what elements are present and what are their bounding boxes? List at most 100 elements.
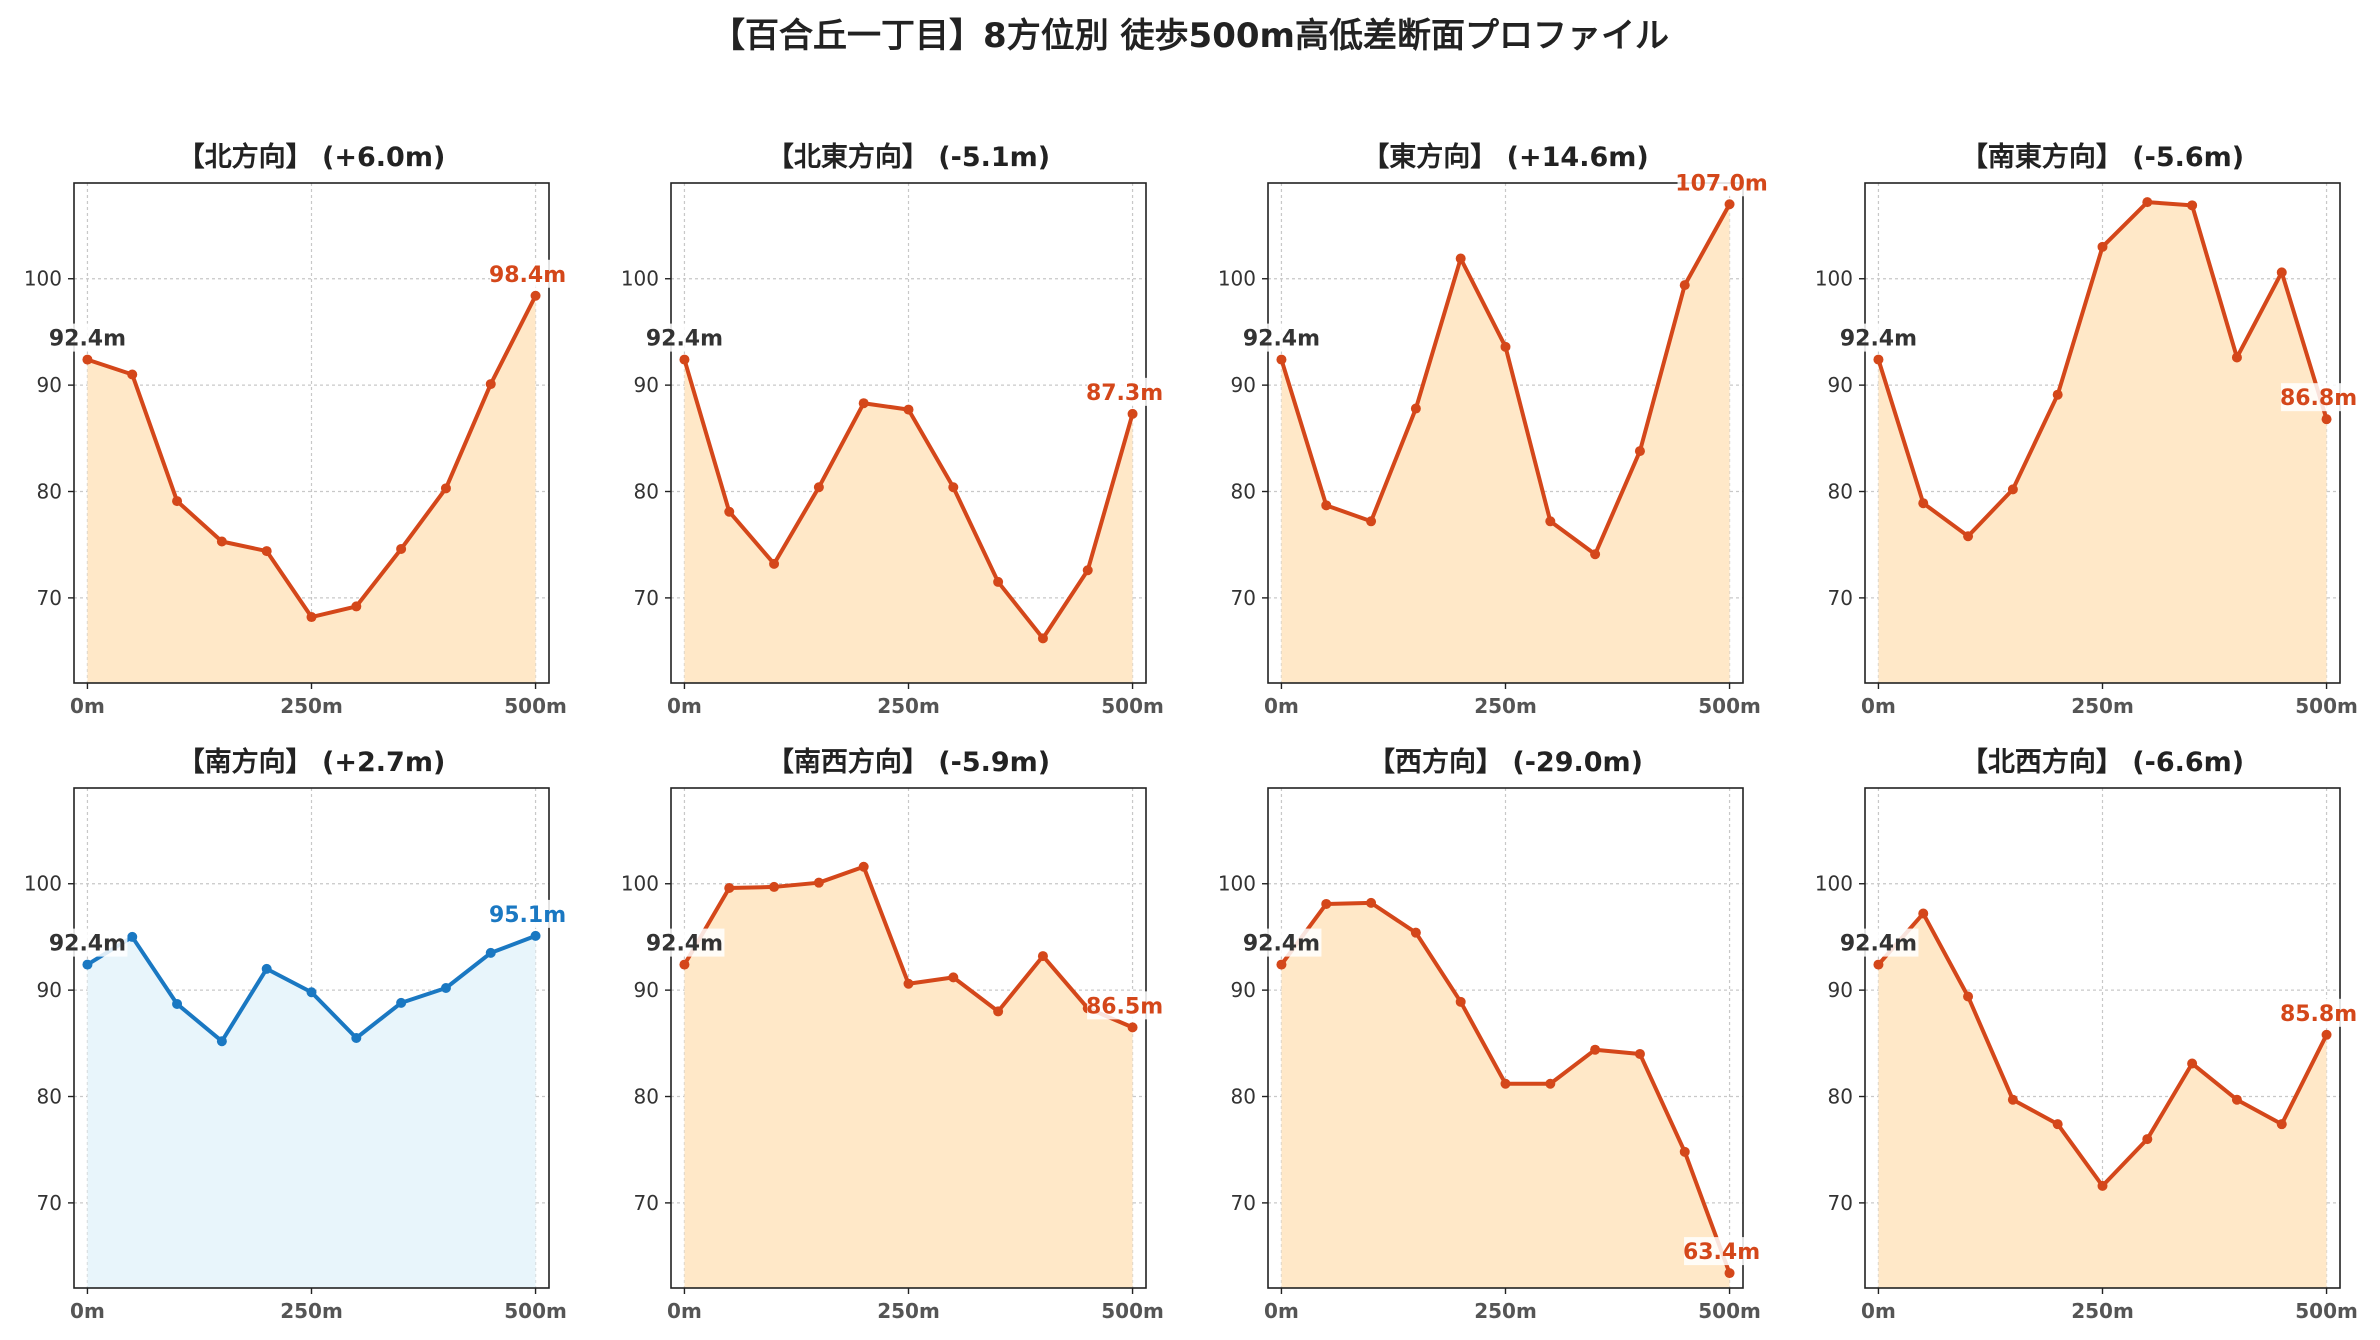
x-tick-label: 0m — [70, 1299, 105, 1323]
data-point — [1410, 403, 1421, 414]
data-point — [440, 483, 451, 494]
y-tick-label: 80 — [634, 480, 659, 504]
start-elevation-label: 92.4m — [1840, 932, 1917, 957]
data-point — [1500, 341, 1511, 352]
data-point — [172, 998, 183, 1009]
data-point — [440, 983, 451, 993]
chart-panel-7: 【北西方向】 (-6.6m) 0m 250m 500m 70 80 90 100 92.4m 85… — [1815, 746, 2358, 1323]
data-point — [1963, 991, 1974, 1002]
data-point — [2231, 1094, 2242, 1105]
x-tick-label: 500m — [1101, 694, 1164, 718]
y-tick-label: 100 — [1218, 267, 1256, 291]
data-point — [1127, 1022, 1138, 1033]
data-point — [993, 1006, 1004, 1017]
y-tick-label: 100 — [1815, 872, 1853, 896]
start-label-bg — [1838, 928, 1919, 957]
data-point — [1634, 1048, 1645, 1059]
data-point — [1366, 897, 1377, 908]
y-tick-label: 70 — [37, 1191, 62, 1215]
data-point — [1082, 565, 1093, 576]
start-label-bg — [644, 928, 725, 957]
y-tick-label: 100 — [24, 267, 62, 291]
data-point — [216, 536, 227, 547]
y-tick-label: 80 — [37, 1085, 62, 1109]
data-point — [485, 947, 496, 958]
y-tick-label: 70 — [1828, 1191, 1853, 1215]
x-tick-label: 500m — [2295, 694, 2358, 718]
panel-title: 【西方向】 (-29.0m) — [1368, 746, 1643, 778]
start-elevation-label: 92.4m — [49, 932, 126, 957]
y-tick-label: 100 — [24, 872, 62, 896]
start-label-bg — [47, 928, 128, 957]
data-point — [306, 987, 317, 998]
x-tick-label: 0m — [1861, 694, 1896, 718]
panel-title: 【北方向】 (+6.0m) — [178, 141, 446, 173]
data-point — [2321, 1029, 2332, 1040]
end-label-bg — [1677, 168, 1766, 197]
data-point — [2097, 1180, 2108, 1191]
y-tick-label: 90 — [1828, 978, 1853, 1002]
data-point — [261, 546, 272, 557]
end-elevation-label: 87.3m — [1086, 381, 1163, 406]
panel-title: 【東方向】 (+14.6m) — [1362, 141, 1648, 173]
data-point — [948, 972, 959, 983]
data-point — [2052, 389, 2063, 400]
y-tick-label: 80 — [1828, 480, 1853, 504]
data-point — [2187, 1058, 2198, 1069]
end-label-bg — [1087, 991, 1163, 1020]
y-tick-label: 90 — [1231, 978, 1256, 1002]
data-point — [993, 576, 1004, 587]
data-point — [306, 612, 317, 623]
start-label-bg — [1241, 323, 1322, 352]
x-tick-label: 250m — [877, 1299, 940, 1323]
end-elevation-label: 85.8m — [2280, 1002, 2357, 1027]
start-label-bg — [47, 323, 128, 352]
elevation-fill — [1878, 202, 2327, 684]
data-point — [261, 963, 272, 974]
data-point — [82, 959, 93, 970]
end-label-bg — [1087, 377, 1163, 406]
y-tick-label: 80 — [1231, 1085, 1256, 1109]
data-point — [351, 601, 362, 612]
y-tick-label: 80 — [37, 480, 62, 504]
data-point — [1545, 516, 1556, 527]
start-elevation-label: 92.4m — [1840, 327, 1917, 352]
data-point — [903, 978, 914, 989]
data-point — [813, 877, 824, 888]
end-elevation-label: 98.4m — [489, 263, 566, 288]
data-point — [2187, 200, 2198, 211]
data-point — [724, 506, 735, 517]
chart-panel-4: 【南方向】 (+2.7m) 0m 250m 500m 70 80 90 100 92.4m 95.… — [24, 746, 567, 1323]
data-point — [948, 482, 959, 493]
data-point — [769, 881, 780, 892]
panel-title: 【北西方向】 (-6.6m) — [1961, 746, 2244, 778]
y-tick-label: 90 — [37, 373, 62, 397]
data-point — [858, 861, 869, 872]
data-point — [1037, 633, 1048, 644]
chart-panel-2: 【東方向】 (+14.6m) 0m 250m 500m 70 80 90 100 92.4m 10… — [1218, 141, 1768, 718]
data-point — [1410, 927, 1421, 938]
data-point — [2276, 1119, 2287, 1130]
x-tick-label: 0m — [1264, 694, 1299, 718]
data-point — [1545, 1078, 1556, 1089]
x-tick-label: 500m — [504, 694, 567, 718]
x-tick-label: 500m — [1698, 1299, 1761, 1323]
y-tick-label: 70 — [1231, 1191, 1256, 1215]
data-point — [858, 398, 869, 409]
data-point — [2276, 267, 2287, 278]
x-tick-label: 250m — [280, 694, 343, 718]
x-tick-label: 500m — [2295, 1299, 2358, 1323]
data-point — [82, 354, 93, 365]
data-point — [769, 558, 780, 569]
data-point — [2007, 1094, 2018, 1105]
y-tick-label: 80 — [634, 1085, 659, 1109]
y-tick-label: 70 — [1231, 586, 1256, 610]
panel-title: 【南東方向】 (-5.6m) — [1961, 141, 2244, 173]
data-point — [1127, 408, 1138, 419]
data-point — [1634, 446, 1645, 457]
start-elevation-label: 92.4m — [1243, 932, 1320, 957]
data-point — [903, 404, 914, 415]
data-point — [396, 997, 407, 1008]
x-tick-label: 0m — [1264, 1299, 1299, 1323]
end-label-bg — [2281, 383, 2357, 412]
